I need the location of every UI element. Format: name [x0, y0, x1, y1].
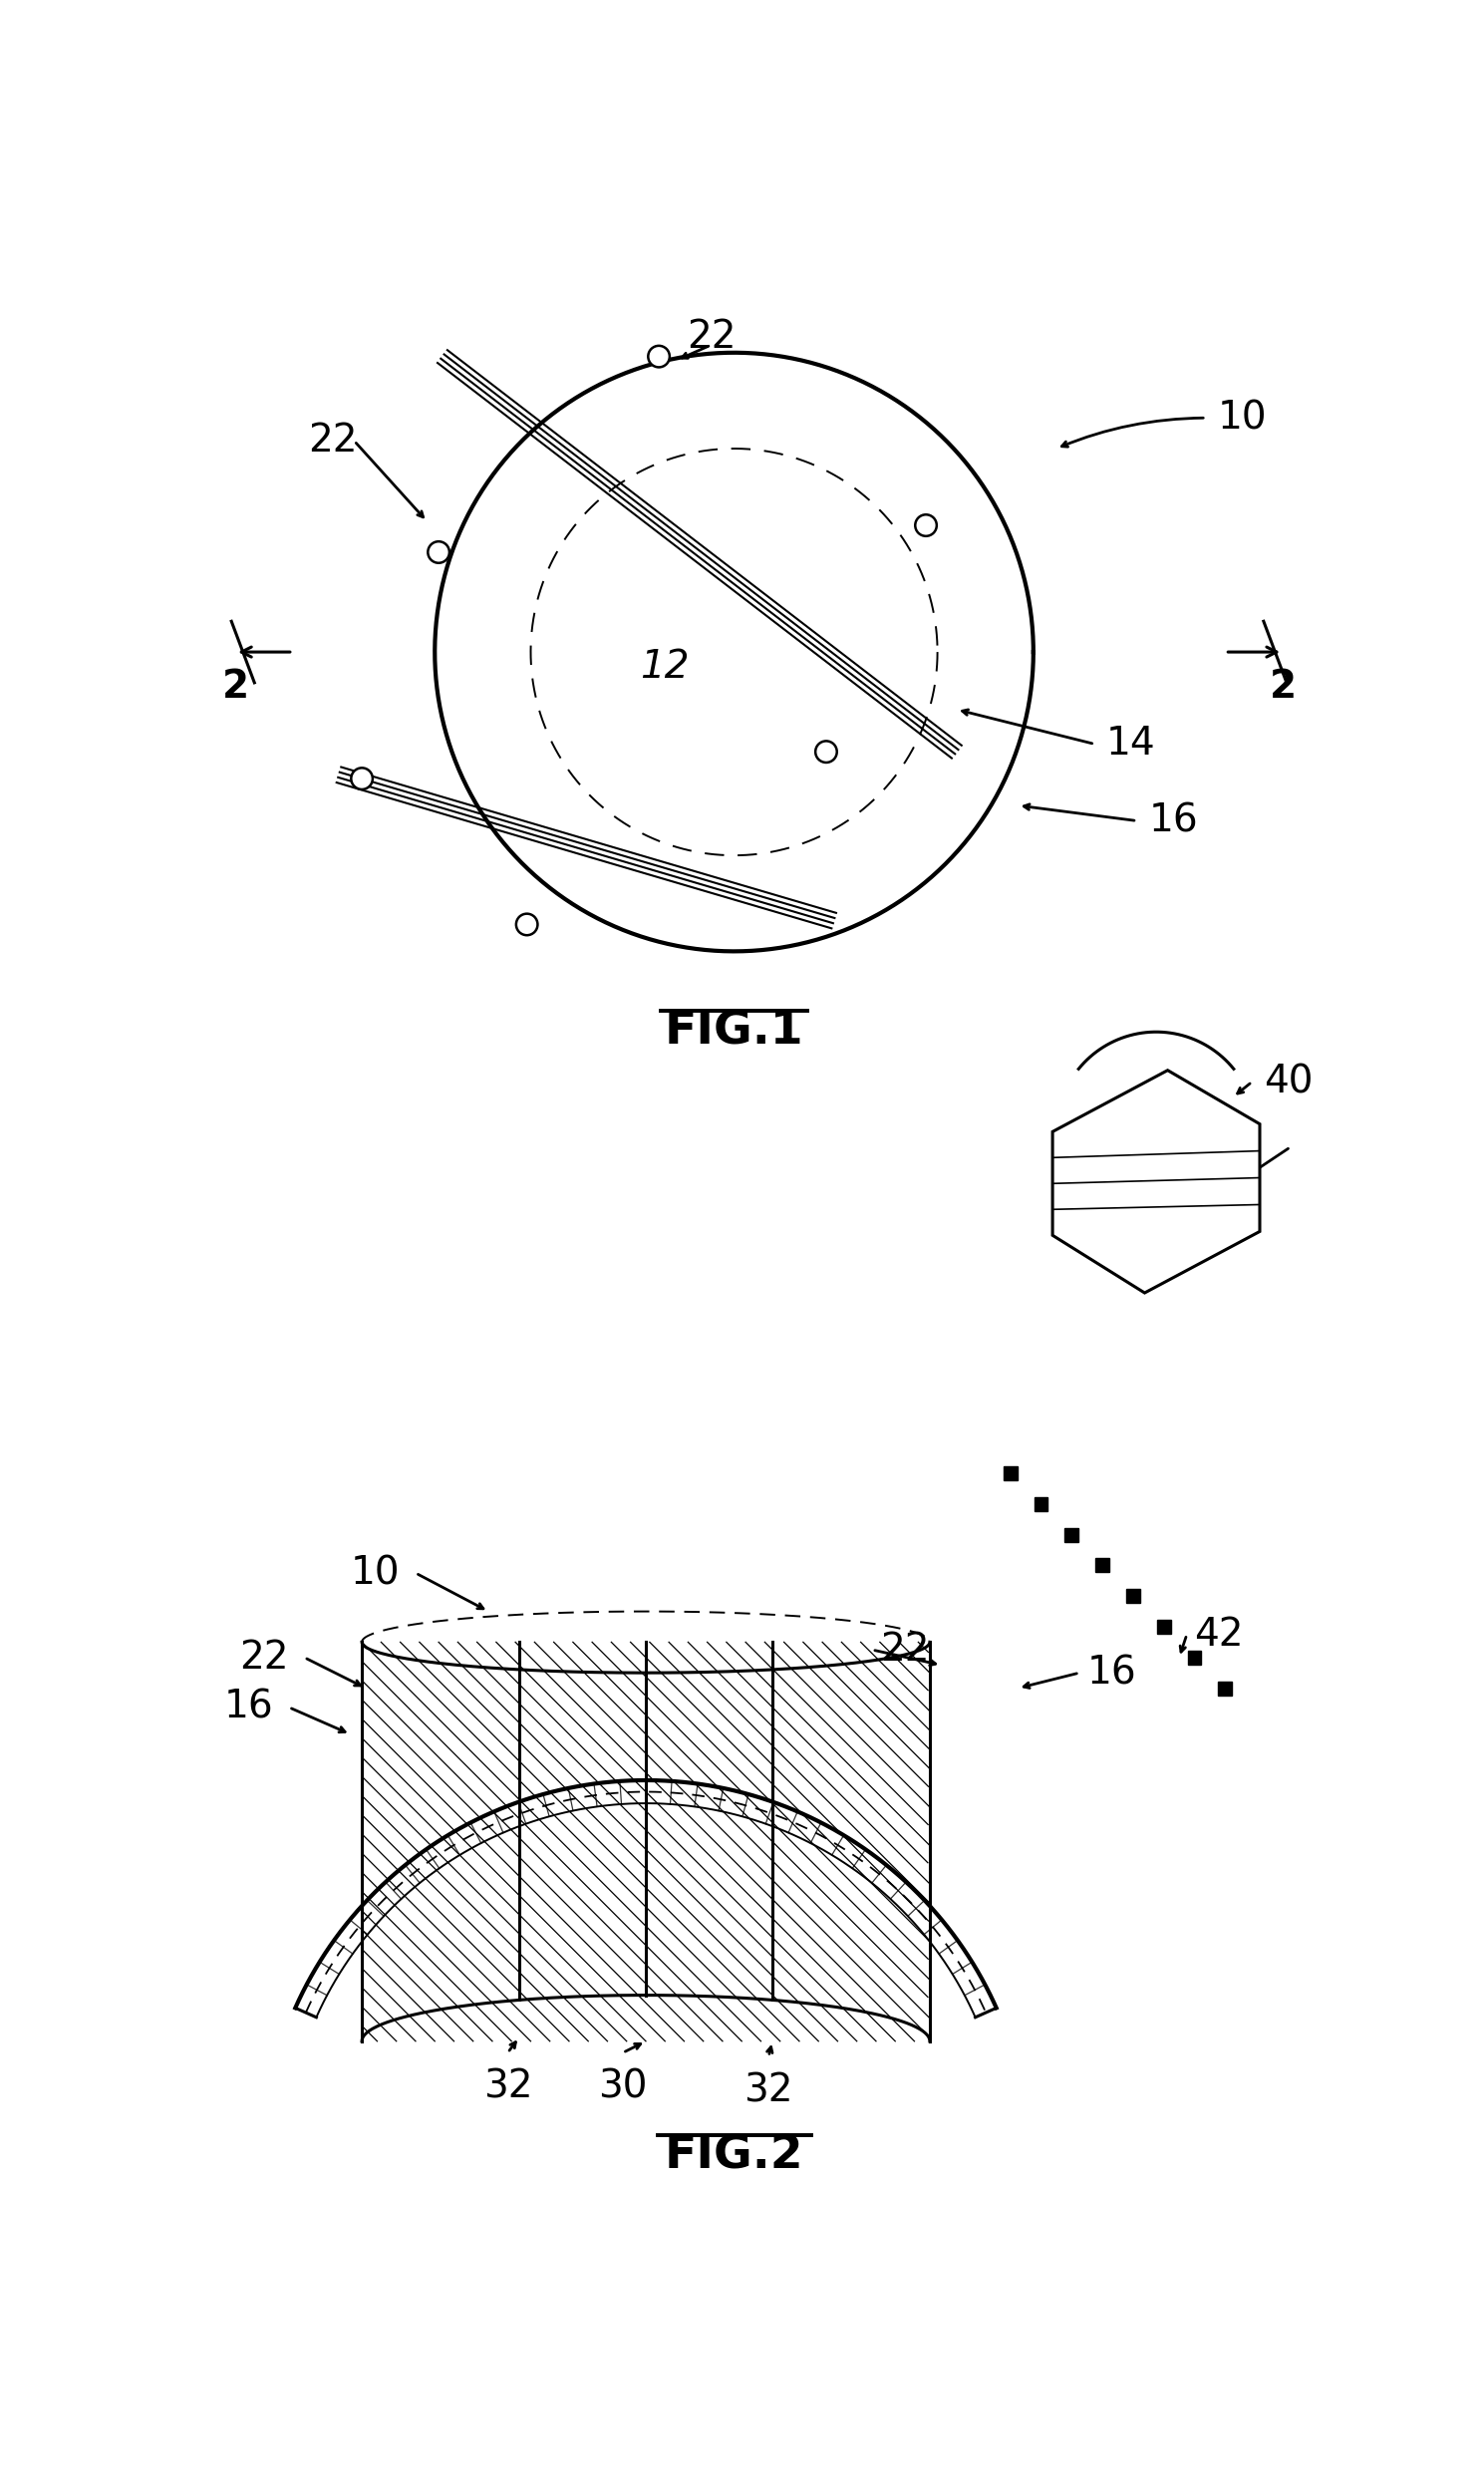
- Text: 10: 10: [1217, 399, 1267, 436]
- Text: 2: 2: [1269, 668, 1297, 705]
- Text: 2: 2: [221, 668, 249, 705]
- Text: 22: 22: [880, 1632, 929, 1669]
- Bar: [1126, 1589, 1140, 1604]
- Text: 12: 12: [640, 648, 690, 688]
- Circle shape: [427, 541, 450, 563]
- Circle shape: [516, 914, 537, 934]
- Circle shape: [815, 740, 837, 762]
- Text: 40: 40: [1263, 1064, 1313, 1101]
- Bar: [1003, 1467, 1017, 1480]
- Bar: [1095, 1559, 1110, 1572]
- Bar: [1158, 1619, 1171, 1634]
- Bar: [1034, 1497, 1048, 1512]
- Bar: [1187, 1652, 1202, 1664]
- Text: 22: 22: [239, 1639, 289, 1676]
- Polygon shape: [1052, 1071, 1260, 1293]
- Text: 30: 30: [598, 2068, 647, 2105]
- Text: 42: 42: [1195, 1617, 1244, 1654]
- Circle shape: [352, 767, 372, 790]
- Bar: [1066, 1527, 1079, 1542]
- Text: 32: 32: [743, 2073, 794, 2110]
- Text: 16: 16: [1088, 1654, 1137, 1691]
- Circle shape: [916, 516, 936, 536]
- Text: 14: 14: [1106, 725, 1156, 762]
- Text: FIG.2: FIG.2: [665, 2135, 804, 2180]
- Circle shape: [649, 346, 669, 366]
- Text: FIG.1: FIG.1: [665, 1009, 804, 1054]
- Text: 32: 32: [482, 2068, 533, 2105]
- Text: 10: 10: [350, 1554, 401, 1592]
- Bar: [1218, 1681, 1232, 1694]
- Text: 16: 16: [1149, 802, 1198, 839]
- Text: 22: 22: [309, 421, 358, 461]
- Text: 16: 16: [224, 1689, 273, 1726]
- Text: 22: 22: [687, 319, 736, 356]
